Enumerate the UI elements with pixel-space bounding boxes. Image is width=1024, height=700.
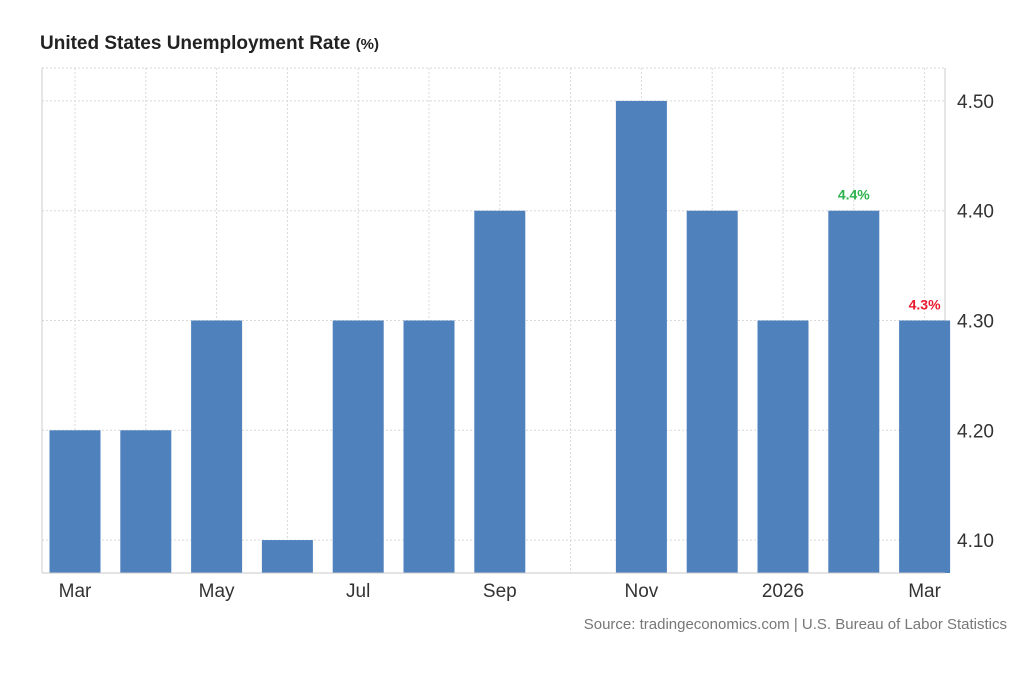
x-tick-label: Mar: [908, 581, 941, 602]
x-tick-label: Mar: [59, 581, 92, 602]
chart-title-text: United States Unemployment Rate: [40, 33, 351, 54]
bar: [403, 320, 455, 573]
x-tick-label: 2026: [762, 581, 804, 602]
x-tick-label: Jul: [346, 581, 370, 602]
y-tick-label: 4.10: [957, 531, 994, 552]
chart-title: United States Unemployment Rate (%): [40, 33, 379, 55]
chart-title-unit: (%): [355, 36, 380, 53]
source-note: Source: tradingeconomics.com | U.S. Bure…: [583, 616, 1007, 633]
x-tick-label: Nov: [625, 581, 659, 602]
bar: [615, 100, 667, 573]
x-tick-label: May: [199, 581, 235, 602]
y-tick-label: 4.20: [957, 421, 994, 442]
bar: [332, 320, 384, 573]
y-tick-label: 4.30: [957, 312, 994, 333]
bar: [828, 210, 880, 573]
y-tick-label: 4.40: [957, 202, 994, 223]
bar: [757, 320, 809, 573]
bar: [191, 320, 243, 573]
x-tick-label: Sep: [483, 581, 517, 602]
y-tick-label: 4.50: [957, 92, 994, 113]
value-label: 4.4%: [838, 187, 870, 203]
bar: [474, 210, 526, 573]
bar: [686, 210, 738, 573]
bar: [899, 320, 951, 573]
bar: [261, 540, 313, 573]
value-label: 4.3%: [909, 297, 941, 313]
bar: [120, 430, 172, 573]
bar: [49, 430, 101, 573]
